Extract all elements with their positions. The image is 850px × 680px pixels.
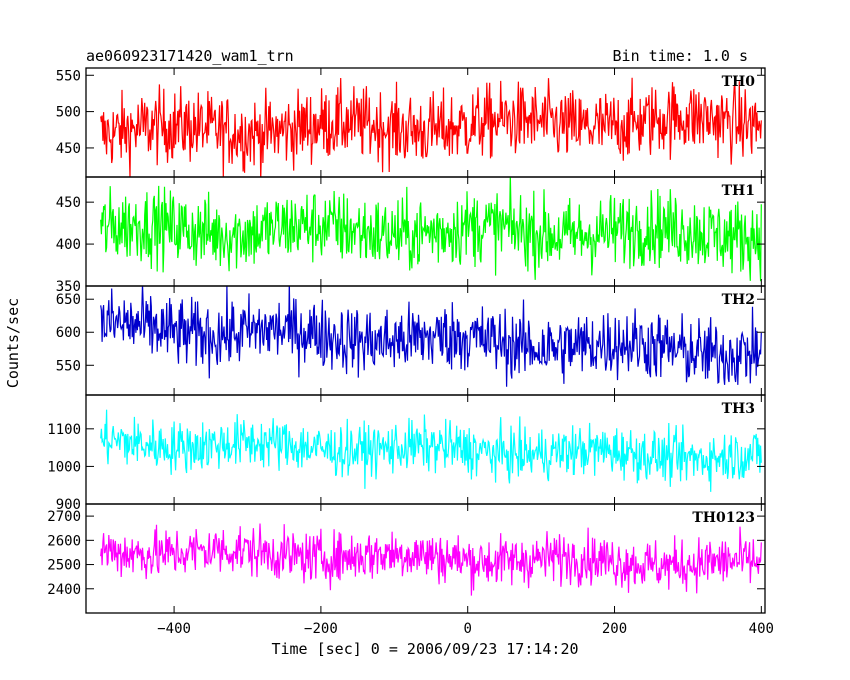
y-tick-label: 350: [56, 279, 81, 295]
y-tick-label: 500: [56, 105, 81, 121]
y-tick-label: 450: [56, 195, 81, 211]
y-tick-label: 600: [56, 325, 81, 341]
y-tick-label: 450: [56, 141, 81, 157]
y-tick-label: 550: [56, 358, 81, 374]
series-line-th1: [100, 177, 762, 282]
panel-frame-th0123: [85, 503, 766, 614]
y-axis-label: Counts/sec: [4, 298, 22, 388]
y-tick-label: 900: [56, 497, 81, 513]
y-tick-label: 2700: [47, 509, 81, 525]
panel-label-th0123: TH0123: [692, 510, 755, 526]
x-tick-label: 400: [749, 621, 774, 637]
y-tick-label: 2600: [47, 533, 81, 549]
series-line-th0123: [100, 523, 762, 596]
y-tick-label: 1100: [47, 422, 81, 438]
series-line-th0: [100, 77, 762, 177]
panel-label-th3: TH3: [722, 401, 755, 417]
y-tick-label: 2400: [47, 582, 81, 598]
x-axis-label: Time [sec] 0 = 2006/09/23 17:14:20: [271, 640, 578, 658]
panels-group: 450 500 550 TH0 350 400 450 TH1 550 600 650 TH2 900 1…: [47, 67, 774, 637]
series-line-th2: [100, 286, 762, 387]
y-tick-label: 400: [56, 237, 81, 253]
x-tick-label: 0: [463, 621, 471, 637]
x-tick-label: 200: [602, 621, 627, 637]
x-tick-label: −400: [157, 621, 191, 637]
y-tick-label: 1000: [47, 459, 81, 475]
y-tick-label: 650: [56, 292, 81, 308]
chart-title: ae060923171420_wam1_trn: [86, 47, 294, 65]
panel-label-th1: TH1: [722, 183, 755, 199]
panel-label-th2: TH2: [722, 292, 755, 308]
y-tick-label: 2500: [47, 558, 81, 574]
panel-label-th0: TH0: [722, 74, 756, 90]
x-tick-label: −200: [304, 621, 338, 637]
bin-time-label: Bin time: 1.0 s: [613, 47, 748, 65]
series-line-th3: [100, 409, 762, 492]
y-tick-label: 550: [56, 68, 81, 84]
